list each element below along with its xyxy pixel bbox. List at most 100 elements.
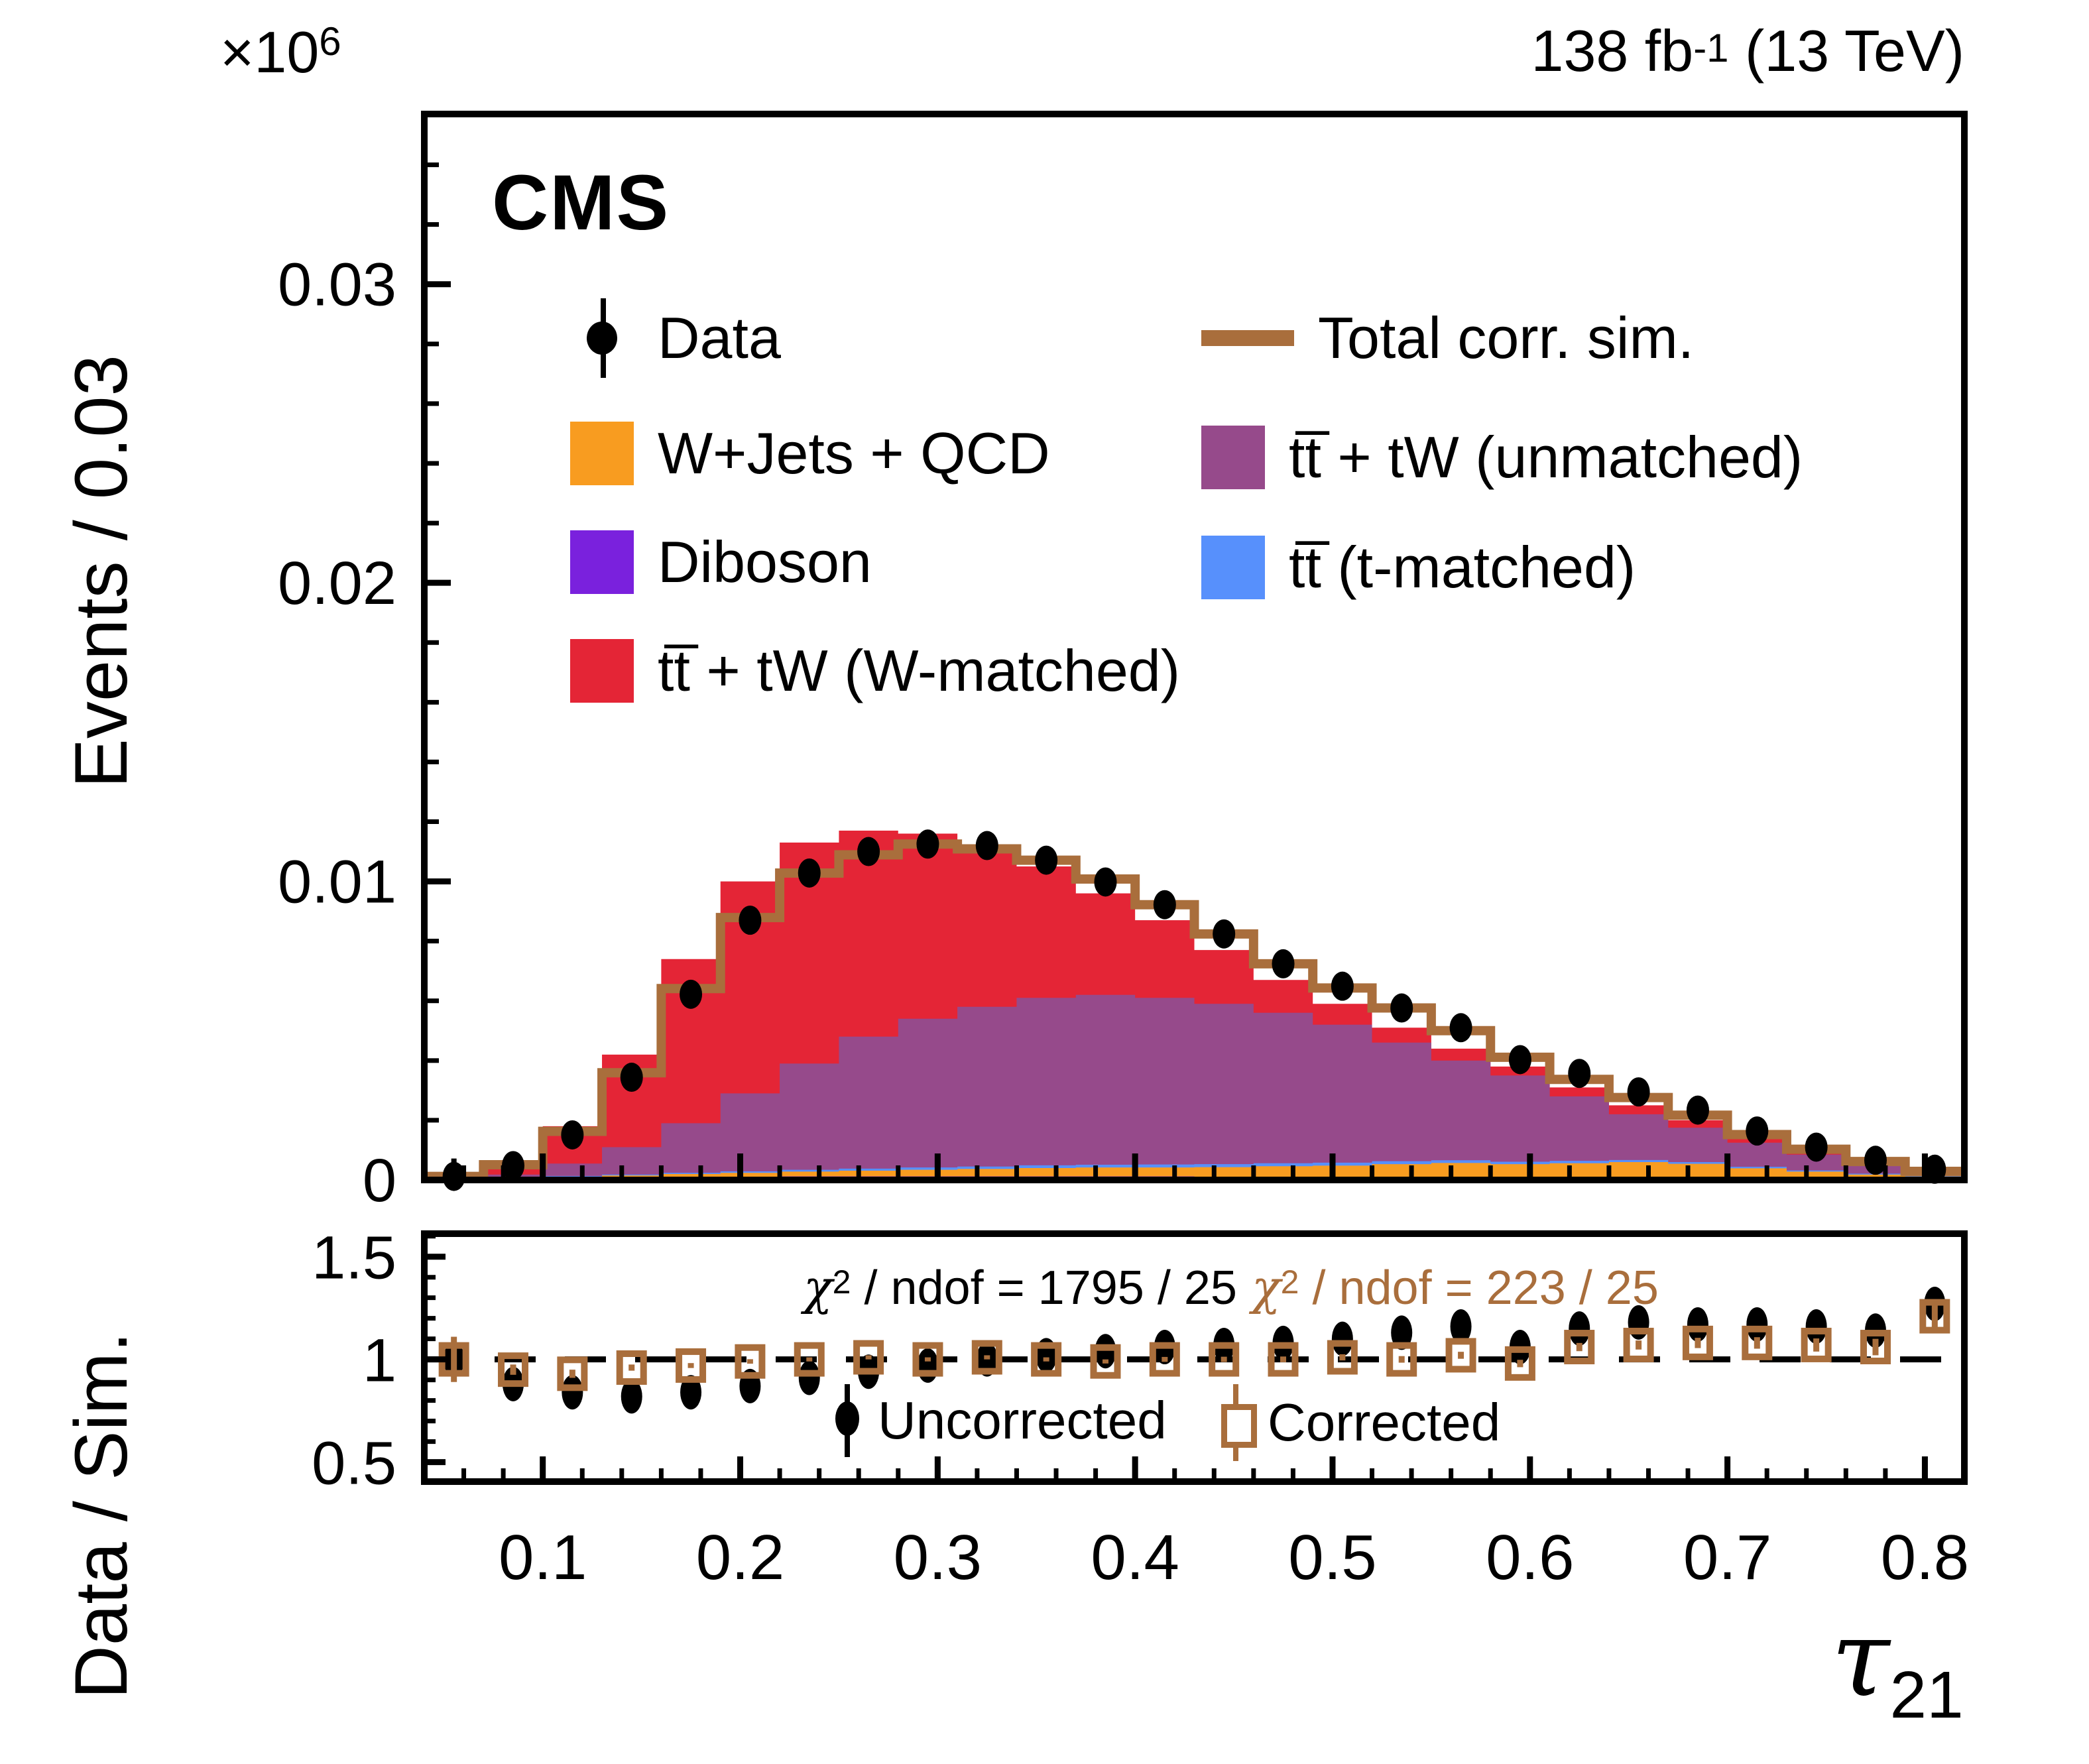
data-point bbox=[1923, 1154, 1946, 1184]
tick-label: 0.03 bbox=[278, 251, 396, 319]
ratio-uncorrected-point bbox=[562, 1375, 583, 1410]
wjets-swatch-icon bbox=[570, 422, 634, 485]
chi2-uncorrected-text: / ndof = 1795 / 25 bbox=[851, 1262, 1237, 1315]
data-point bbox=[1686, 1095, 1709, 1125]
legend-item-wmatched: tt̅ + tW (W-matched) bbox=[570, 638, 1181, 703]
data-point bbox=[1331, 971, 1354, 1001]
tick-label: 0.5 bbox=[312, 1430, 396, 1498]
luminosity-label: 138 fb-1 (13 TeV) bbox=[1531, 17, 1964, 85]
main-y-axis-title: Events / 0.03 bbox=[60, 355, 143, 788]
tmatched-swatch-icon bbox=[1201, 536, 1265, 599]
ratio-uncorrected-point bbox=[1450, 1309, 1472, 1344]
ratio-corrected-point bbox=[912, 1342, 943, 1377]
legend-item-total-corr: Total corr. sim. bbox=[1201, 305, 1695, 371]
data-point bbox=[1805, 1132, 1828, 1162]
legend-label-total-corr: Total corr. sim. bbox=[1318, 305, 1695, 371]
data-point bbox=[680, 979, 703, 1009]
legend-item-data: Data bbox=[570, 298, 781, 378]
data-point bbox=[1035, 845, 1058, 875]
chi-exp: 2 bbox=[832, 1264, 851, 1301]
lumi-base: 138 fb bbox=[1531, 18, 1694, 84]
ratio-uncorrected-point bbox=[680, 1375, 702, 1410]
unmatched-swatch-icon bbox=[1201, 426, 1265, 489]
x-axis-title: τ21 bbox=[1831, 1596, 1964, 1734]
tick-label: 0.1 bbox=[499, 1522, 587, 1593]
y-axis-exponent: ×106 bbox=[220, 19, 341, 86]
ratio-corrected-point bbox=[1742, 1325, 1773, 1360]
ratio-corrected-point bbox=[1386, 1342, 1417, 1377]
exponent-sup: 6 bbox=[319, 19, 341, 64]
ratio-corrected-point bbox=[853, 1340, 884, 1375]
ratio-corrected-point bbox=[557, 1356, 588, 1391]
data-point bbox=[1864, 1146, 1887, 1175]
tick-label: 0.01 bbox=[278, 849, 396, 916]
ratio-corrected-point bbox=[1031, 1342, 1062, 1377]
chi-symbol-brown: χ bbox=[1252, 1260, 1281, 1315]
tick-label: 0 bbox=[363, 1147, 396, 1214]
data-point bbox=[502, 1151, 525, 1181]
chi-symbol: χ bbox=[804, 1260, 833, 1315]
data-point bbox=[1272, 949, 1295, 978]
corrected-marker-icon bbox=[1221, 1384, 1257, 1461]
ratio-uncorrected-point bbox=[1805, 1309, 1827, 1344]
legend-item-tmatched: tt̅ (t-matched) bbox=[1201, 534, 1636, 600]
ratio-corrected-point bbox=[1919, 1299, 1950, 1334]
chi2-corrected-label: χ2 / ndof = 223 / 25 bbox=[1252, 1260, 1659, 1315]
tick-label: 1.5 bbox=[312, 1224, 396, 1292]
ratio-uncorrected-point bbox=[621, 1379, 642, 1414]
data-point bbox=[1390, 993, 1413, 1023]
uncorrected-marker-icon bbox=[834, 1384, 861, 1457]
chi-exp-brown: 2 bbox=[1280, 1264, 1299, 1301]
data-point bbox=[916, 829, 939, 859]
ratio-corrected-point bbox=[794, 1342, 825, 1377]
tick-label: 0.7 bbox=[1683, 1522, 1771, 1593]
ratio-uncorrected-point bbox=[1331, 1321, 1353, 1356]
ratio-corrected-point bbox=[1801, 1327, 1832, 1362]
tick-label: 0.6 bbox=[1486, 1522, 1574, 1593]
ratio-corrected-point bbox=[1149, 1342, 1180, 1377]
data-point bbox=[620, 1063, 643, 1092]
ratio-corrected-point bbox=[971, 1340, 1002, 1375]
ratio-corrected-point bbox=[616, 1350, 647, 1385]
ratio-corrected-point bbox=[498, 1352, 529, 1387]
ratio-corrected-point bbox=[1090, 1344, 1121, 1379]
legend-label-data: Data bbox=[658, 305, 781, 371]
lumi-exponent: -1 bbox=[1693, 26, 1729, 70]
ratio-corrected-point bbox=[1504, 1346, 1535, 1381]
ratio-legend-corrected: Corrected bbox=[1221, 1384, 1500, 1461]
data-point bbox=[1508, 1045, 1531, 1075]
ratio-corrected-point bbox=[676, 1348, 707, 1383]
uncorrected-label: Uncorrected bbox=[878, 1391, 1167, 1450]
data-point bbox=[1568, 1059, 1591, 1088]
data-point bbox=[798, 858, 821, 888]
ratio-corrected-point bbox=[1209, 1342, 1240, 1377]
ratio-corrected-point bbox=[1268, 1342, 1299, 1377]
tick-label: 1 bbox=[363, 1327, 396, 1395]
chi2-corrected-text: / ndof = 223 / 25 bbox=[1299, 1262, 1659, 1315]
tick-label: 0.2 bbox=[696, 1522, 784, 1593]
exponent-base: ×10 bbox=[220, 19, 320, 85]
main-frame bbox=[421, 111, 1968, 1183]
legend-label-wmatched: tt̅ + tW (W-matched) bbox=[658, 638, 1181, 703]
ratio-uncorrected-point bbox=[798, 1360, 820, 1395]
ratio-uncorrected-point bbox=[917, 1348, 939, 1383]
tau-subscript: 21 bbox=[1889, 1658, 1964, 1732]
data-point bbox=[1094, 867, 1117, 897]
legend-label-tmatched: tt̅ (t-matched) bbox=[1289, 534, 1636, 600]
tick-label: 0.02 bbox=[278, 550, 396, 617]
lumi-energy: (13 TeV) bbox=[1728, 18, 1964, 84]
data-point bbox=[739, 906, 762, 935]
data-point bbox=[442, 1161, 465, 1191]
corrected-label: Corrected bbox=[1268, 1393, 1501, 1452]
ratio-corrected-point bbox=[1682, 1325, 1713, 1360]
data-point bbox=[1449, 1013, 1472, 1043]
ratio-corrected-point bbox=[735, 1344, 766, 1379]
ratio-uncorrected-point bbox=[1746, 1307, 1768, 1342]
ratio-y-axis-title: Data / Sim. bbox=[60, 1332, 143, 1699]
ratio-corrected-point bbox=[1564, 1330, 1595, 1365]
ratio-uncorrected-point bbox=[1095, 1334, 1116, 1369]
tau-symbol: τ bbox=[1831, 1596, 1890, 1720]
ratio-corrected-point bbox=[1445, 1338, 1476, 1373]
